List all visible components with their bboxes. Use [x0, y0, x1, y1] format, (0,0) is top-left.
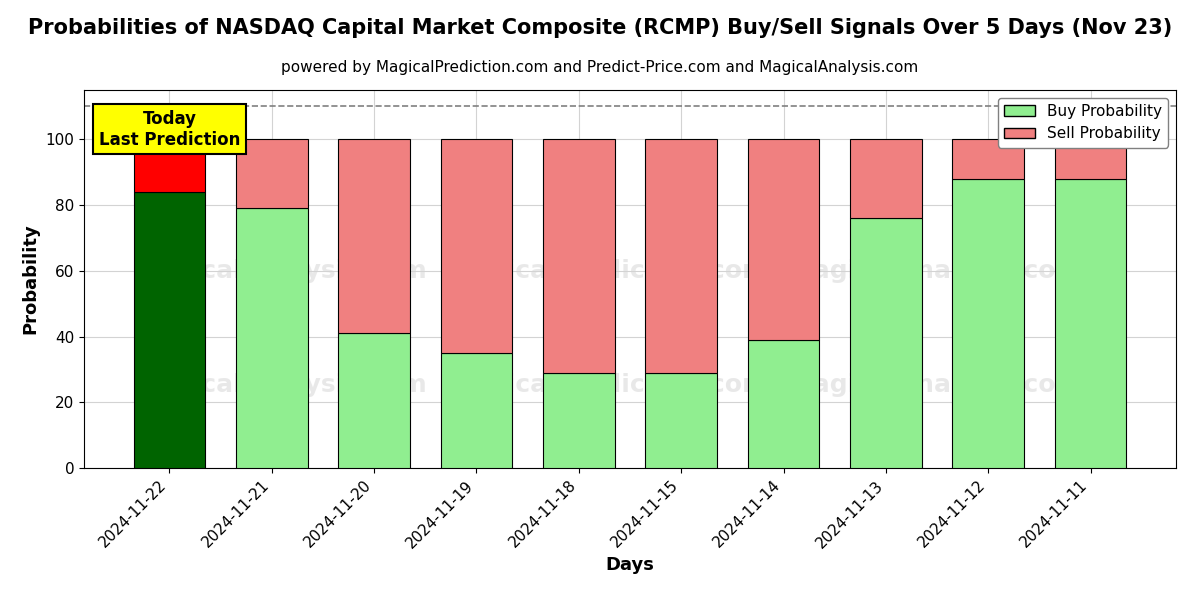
Bar — [544, 139, 614, 373]
Legend: Buy Probability, Sell Probability: Buy Probability, Sell Probability — [998, 98, 1169, 148]
Bar — [133, 192, 205, 468]
Text: powered by MagicalPrediction.com and Predict-Price.com and MagicalAnalysis.com: powered by MagicalPrediction.com and Pre… — [281, 60, 919, 75]
Bar — [1055, 139, 1127, 179]
Bar — [850, 139, 922, 218]
Bar — [338, 333, 410, 468]
Bar — [748, 139, 820, 340]
Text: MagicalAnalysis.com: MagicalAnalysis.com — [788, 373, 1082, 397]
Bar — [544, 373, 614, 468]
Text: MagicalAnalysis.com: MagicalAnalysis.com — [788, 259, 1082, 283]
Bar — [646, 373, 716, 468]
Bar — [133, 139, 205, 192]
Y-axis label: Probability: Probability — [22, 224, 40, 334]
Text: MagicalAnalysis.com: MagicalAnalysis.com — [133, 373, 427, 397]
Bar — [440, 139, 512, 353]
Bar — [236, 139, 307, 208]
Text: Today
Last Prediction: Today Last Prediction — [98, 110, 240, 149]
Bar — [748, 340, 820, 468]
Bar — [953, 139, 1024, 179]
Bar — [338, 139, 410, 333]
Text: MagicalPrediction.com: MagicalPrediction.com — [448, 259, 769, 283]
Bar — [440, 353, 512, 468]
Bar — [850, 218, 922, 468]
Bar — [236, 208, 307, 468]
Text: MagicalAnalysis.com: MagicalAnalysis.com — [133, 259, 427, 283]
Bar — [1055, 179, 1127, 468]
Text: MagicalPrediction.com: MagicalPrediction.com — [448, 373, 769, 397]
Bar — [646, 139, 716, 373]
Text: Probabilities of NASDAQ Capital Market Composite (RCMP) Buy/Sell Signals Over 5 : Probabilities of NASDAQ Capital Market C… — [28, 18, 1172, 38]
Bar — [953, 179, 1024, 468]
X-axis label: Days: Days — [606, 556, 654, 574]
